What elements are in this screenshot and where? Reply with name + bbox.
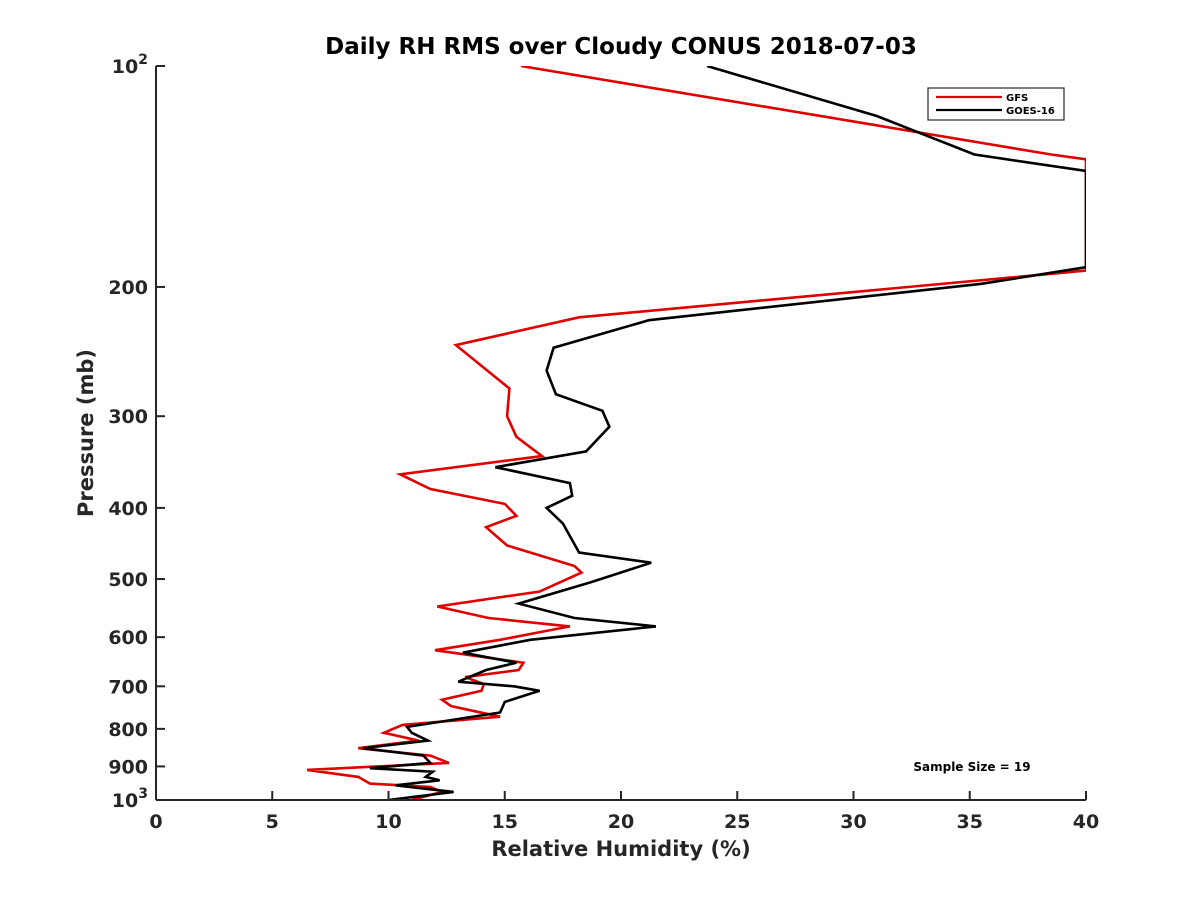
x-axis-label: Relative Humidity (%)	[491, 837, 750, 861]
y-tick-label: 103	[112, 786, 148, 812]
y-tick-base: 10	[112, 790, 138, 812]
series-line-gfs	[306, 66, 1086, 800]
y-tick-label: 200	[108, 277, 148, 299]
legend-box	[927, 87, 1065, 121]
x-tick-label: 5	[266, 811, 279, 833]
y-tick-label: 600	[108, 627, 148, 649]
sample-size-annotation: Sample Size = 19	[913, 760, 1030, 774]
y-tick-label: 300	[108, 406, 148, 428]
y-tick-label: 400	[108, 498, 148, 520]
legend-label-goes16: GOES-16	[1006, 106, 1055, 117]
x-tick-label: 20	[608, 811, 634, 833]
legend: GFS GOES-16	[927, 87, 1065, 121]
series-layer	[306, 66, 1086, 800]
x-axis-ticks: 0 5 10 15 20 25 30 35 40	[149, 791, 1099, 833]
y-tick-label: 102	[112, 52, 148, 78]
y-tick-label: 700	[108, 676, 148, 698]
y-tick-base: 10	[112, 56, 138, 78]
x-tick-label: 40	[1073, 811, 1099, 833]
y-tick-exponent: 2	[138, 52, 148, 68]
x-tick-label: 25	[724, 811, 750, 833]
y-tick-label: 900	[108, 756, 148, 778]
series-line-goes16	[362, 66, 1086, 800]
chart-title: Daily RH RMS over Cloudy CONUS 2018-07-0…	[325, 34, 917, 60]
x-tick-label: 30	[840, 811, 866, 833]
x-tick-label: 0	[149, 811, 162, 833]
x-tick-label: 10	[375, 811, 401, 833]
y-axis-label: Pressure (mb)	[74, 349, 98, 517]
x-tick-label: 15	[492, 811, 518, 833]
y-tick-label: 800	[108, 719, 148, 741]
y-tick-label: 500	[108, 569, 148, 591]
x-tick-label: 35	[957, 811, 983, 833]
legend-label-gfs: GFS	[1006, 93, 1028, 104]
y-tick-exponent: 3	[138, 786, 148, 802]
